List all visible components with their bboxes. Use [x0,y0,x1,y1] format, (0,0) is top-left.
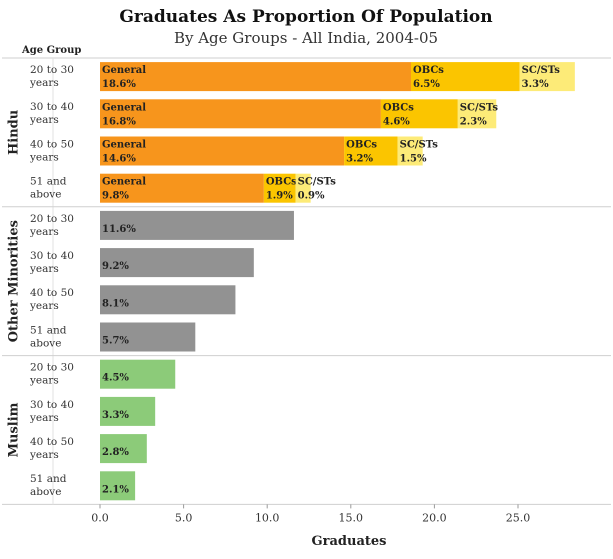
chart-subtitle: By Age Groups - All India, 2004-05 [174,29,438,47]
segment-value-label: 4.6% [383,116,410,127]
group-label: Muslim [7,402,22,457]
segment-category-label: SC/STs [298,177,337,188]
bar-segment-other-minorities [100,210,294,240]
bar-value-label: 5.7% [102,336,129,347]
age-group-label: 30 to 40 years [29,399,74,424]
bar-segment-obcs [410,62,520,92]
segment-value-label: 6.5% [413,79,440,90]
segment-value-label: 0.9% [298,191,325,202]
age-group-label: 20 to 30 years [29,362,74,387]
segment-value-label: 16.8% [102,116,136,127]
bar-value-label: 3.3% [102,410,129,421]
x-tick-label: 20.0 [422,511,447,524]
segment-category-label: SC/STs [400,140,439,151]
bar-segment-other-minorities [100,248,254,278]
segment-category-label: General [102,102,146,113]
age-group-label: 51 and above [30,324,67,349]
age-group-label: 40 to 50 years [29,436,74,461]
segment-category-label: General [102,140,146,151]
row-header: Age Group [21,45,81,56]
segment-value-label: 9.8% [102,191,129,202]
segment-category-label: SC/STs [460,102,499,113]
bar-segment-other-minorities [100,322,196,352]
segment-value-label: 1.5% [400,154,427,165]
age-group-label: 51 and above [30,473,67,498]
segment-category-label: OBCs [346,140,377,151]
bar-segment-general [100,173,264,203]
x-axis: 0.0 5.0 10.0 15.0 20.0 25.0 [91,504,530,524]
group-label: Hindu [7,110,22,155]
bar-segment-sc-sts [295,173,311,203]
segment-value-label: 1.9% [266,191,293,202]
age-group-label: 30 to 40 years [29,250,74,275]
bar-value-label: 8.1% [102,298,129,309]
group-label: Other Minorities [7,220,22,342]
bar-segment-muslim [100,471,136,501]
segment-category-label: General [102,65,146,76]
bar-segment-sc-sts [457,99,497,129]
chart-title: Graduates As Proportion Of Population [119,7,492,27]
bar-segment-muslim [100,359,176,389]
segment-category-label: OBCs [413,65,444,76]
bar-segment-obcs [380,99,458,129]
bar-value-label: 2.1% [102,484,129,495]
plot-area: Hindu 20 to 30 years General 18.6% OBCs 6.5% SC… [2,57,611,505]
bar-segment-general [100,62,411,92]
segment-value-label: 3.3% [522,79,549,90]
segment-category-label: General [102,177,146,188]
x-tick-label: 0.0 [91,511,109,524]
x-tick-label: 10.0 [255,511,280,524]
bar-segment-general [100,99,381,129]
bar-value-label: 2.8% [102,447,129,458]
age-group-label: 40 to 50 years [29,138,74,163]
x-tick-label: 25.0 [506,511,531,524]
segment-value-label: 18.6% [102,79,136,90]
age-group-label: 40 to 50 years [29,287,74,312]
age-group-label: 20 to 30 years [29,64,74,89]
segment-value-label: 3.2% [346,154,373,165]
age-group-label: 51 and above [30,176,67,201]
bar-segment-obcs [263,173,296,203]
bar-segment-obcs [344,136,398,166]
bar-segment-other-minorities [100,285,236,315]
segment-category-label: SC/STs [522,65,561,76]
bar-segment-muslim [100,434,147,464]
segment-value-label: 2.3% [460,116,487,127]
bar-segment-muslim [100,396,156,426]
x-tick-label: 15.0 [339,511,364,524]
bar-segment-general [100,136,345,166]
bar-value-label: 4.5% [102,373,129,384]
bar-segment-sc-sts [519,62,575,92]
x-axis-title: Graduates [312,534,387,549]
bar-value-label: 11.6% [102,224,136,235]
segment-value-label: 14.6% [102,154,136,165]
segment-category-label: OBCs [383,102,414,113]
bar-value-label: 9.2% [102,261,129,272]
age-group-label: 20 to 30 years [29,213,74,238]
age-group-label: 30 to 40 years [29,101,74,126]
x-tick-label: 5.0 [175,511,193,524]
bar-segment-sc-sts [397,136,423,166]
segment-category-label: OBCs [266,177,297,188]
